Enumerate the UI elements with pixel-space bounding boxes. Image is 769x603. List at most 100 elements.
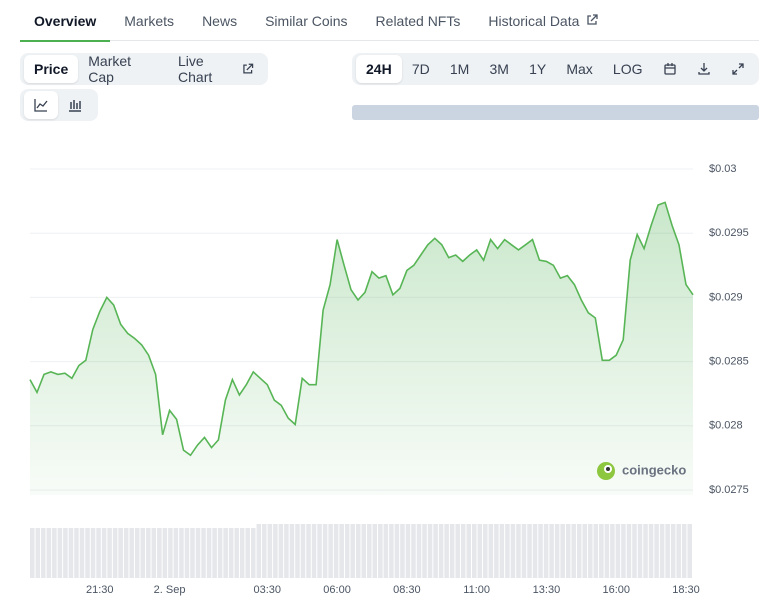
x-tick-label: 11:00: [463, 584, 490, 596]
external-icon: [587, 14, 598, 25]
volume-bar: [472, 524, 477, 578]
download-button[interactable]: [687, 56, 721, 82]
volume-bar: [599, 524, 604, 578]
volume-bar: [212, 528, 217, 578]
volume-bar: [251, 528, 256, 578]
volume-bar: [79, 528, 85, 578]
candle-chart-button[interactable]: [58, 91, 92, 119]
metric-button[interactable]: Price: [24, 55, 79, 83]
volume-bar: [643, 524, 648, 578]
volume-bar: [615, 524, 621, 578]
line-chart-button[interactable]: [24, 91, 58, 119]
volume-bar: [527, 524, 532, 578]
volume-bar: [405, 524, 411, 578]
volume-bar: [311, 524, 317, 578]
volume-bar: [157, 528, 162, 578]
volume-bar: [184, 528, 190, 578]
tab[interactable]: Similar Coins: [265, 13, 348, 29]
tab[interactable]: Historical Data: [474, 0, 612, 40]
x-tick-label: 06:00: [323, 584, 351, 596]
volume-bar: [389, 524, 394, 578]
volume-bar: [477, 524, 483, 578]
y-tick-label: $0.028: [709, 420, 743, 432]
tab[interactable]: Markets: [124, 13, 175, 29]
volume-bar: [273, 524, 278, 578]
range-button[interactable]: 3M: [489, 61, 509, 77]
volume-bar: [488, 524, 494, 578]
volume-bar: [494, 524, 499, 578]
volume-bar: [582, 524, 588, 578]
volume-bar: [543, 524, 549, 578]
volume-bar: [400, 524, 405, 578]
volume-bar: [256, 524, 262, 578]
x-tick-label: 16:00: [602, 584, 630, 596]
range-button[interactable]: 24H: [356, 55, 402, 83]
volume-bar: [505, 524, 510, 578]
volume-bar: [372, 524, 378, 578]
volume-bar: [74, 528, 79, 578]
volume-bar: [499, 524, 505, 578]
fullscreen-button[interactable]: [721, 56, 755, 82]
volume-bar: [52, 528, 57, 578]
volume-bar: [57, 528, 63, 578]
volume-bar: [333, 524, 339, 578]
volume-bar: [223, 528, 228, 578]
volume-bar: [146, 528, 151, 578]
x-tick-label: 13:30: [533, 584, 561, 596]
volume-bar: [687, 524, 692, 578]
volume-bar: [532, 524, 538, 578]
volume-bar: [626, 524, 632, 578]
volume-bar: [68, 528, 74, 578]
volume-bar: [394, 524, 400, 578]
volume-bar: [466, 524, 471, 578]
volume-bar: [549, 524, 554, 578]
volume-bar: [151, 528, 157, 578]
x-tick-label: 08:30: [393, 584, 421, 596]
y-tick-label: $0.0295: [709, 227, 749, 239]
chart-type-group: [20, 89, 98, 121]
range-button[interactable]: 7D: [411, 61, 430, 77]
candle-icon: [69, 100, 81, 112]
volume-bar: [134, 528, 140, 578]
volume-bar: [173, 528, 179, 578]
volume-bar: [107, 528, 112, 578]
volume-bar: [604, 524, 610, 578]
volume-bar: [118, 528, 123, 578]
x-tick-label: 2. Sep: [154, 584, 186, 596]
volume-bar: [422, 524, 427, 578]
volume-bar: [554, 524, 560, 578]
metric-button[interactable]: Live Chart: [168, 47, 264, 91]
volume-bar: [41, 528, 46, 578]
range-button[interactable]: 1M: [449, 61, 470, 77]
volume-bar: [90, 528, 96, 578]
tab[interactable]: Related NFTs: [375, 13, 461, 29]
tab-label: Historical Data: [488, 13, 580, 29]
volume-bar: [455, 524, 460, 578]
volume-bar: [654, 524, 659, 578]
volume-bar: [328, 524, 333, 578]
volume-bar: [427, 524, 433, 578]
volume-bar: [322, 524, 328, 578]
volume-bar: [593, 524, 599, 578]
metric-button[interactable]: Market Cap: [88, 53, 132, 85]
range-button[interactable]: LOG: [612, 61, 643, 77]
volume-bar: [416, 524, 422, 578]
range-button[interactable]: 1Y: [529, 61, 547, 77]
volume-bar: [295, 524, 300, 578]
range-slider[interactable]: [352, 105, 759, 120]
volume-bar: [648, 524, 654, 578]
volume-bar: [85, 528, 90, 578]
tab[interactable]: News: [202, 13, 238, 29]
range-button[interactable]: Max: [566, 61, 593, 77]
line-icon: [34, 99, 48, 112]
volume-bar: [361, 524, 367, 578]
volume-bar: [123, 528, 129, 578]
tab[interactable]: Overview: [20, 0, 111, 42]
calendar-icon: [663, 63, 676, 75]
range-group: 24H 7D 1M 3M 1Y Max LOG: [352, 53, 759, 85]
volume-bar: [576, 524, 582, 578]
volume-bar: [96, 528, 101, 578]
coingecko-logo: coingecko: [597, 462, 686, 480]
volume-bar: [516, 524, 521, 578]
calendar-button[interactable]: [653, 56, 687, 82]
